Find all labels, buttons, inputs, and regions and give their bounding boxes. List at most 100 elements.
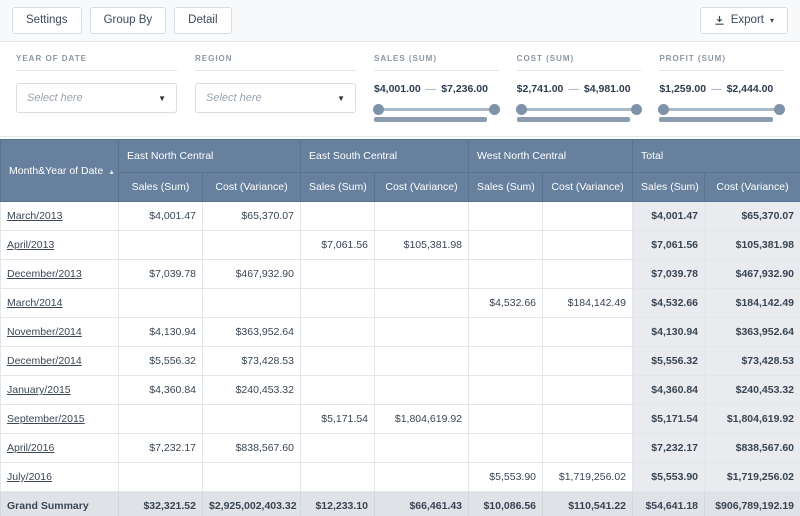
value-cell: $467,932.90	[202, 259, 301, 289]
filter-sales-range: SALES (SUM) $4,001.00 — $7,236.00	[373, 54, 500, 122]
chevron-down-icon: ▼	[158, 93, 166, 103]
row-dimension-header[interactable]: Month&Year of Date ▲	[0, 139, 119, 202]
filter-profit-range: PROFIT (SUM) $1,259.00 — $2,444.00	[658, 54, 786, 122]
chevron-down-icon: ▾	[769, 15, 774, 25]
value-cell: $5,171.54	[300, 404, 375, 434]
slider-handle-max[interactable]	[488, 104, 500, 115]
column-header-cost[interactable]: Cost (Variance)	[202, 172, 301, 202]
value-cell	[373, 259, 470, 289]
value-cell: $5,556.32	[632, 346, 706, 376]
row-label-link[interactable]: September/2015	[7, 413, 85, 425]
slider-handle-max[interactable]	[631, 104, 643, 115]
value-cell: $4,532.66	[632, 288, 706, 318]
toolbar-right: Export ▾	[699, 6, 788, 35]
toolbar: Settings Group By Detail Export ▾	[0, 0, 800, 42]
value-cell: $66,461.43	[373, 491, 470, 516]
pivot-body: March/2013 $4,001.47 $65,370.07 $4,001.47 $6…	[0, 201, 800, 516]
sort-ascending-icon[interactable]: ▲	[108, 168, 116, 176]
slider-range-bar[interactable]	[659, 117, 773, 122]
value-cell: $240,453.32	[202, 375, 301, 405]
settings-button[interactable]: Settings	[12, 6, 82, 35]
value-cell	[542, 317, 634, 347]
column-header-sales[interactable]: Sales (Sum)	[118, 172, 203, 202]
select-placeholder: Select here	[206, 92, 262, 104]
row-label-link[interactable]: March/2014	[7, 297, 63, 309]
row-label-cell: March/2013	[0, 201, 119, 231]
range-separator: —	[711, 83, 722, 95]
slider-rail[interactable]	[520, 108, 638, 111]
column-header-sales[interactable]: Sales (Sum)	[300, 172, 375, 202]
value-cell: $65,370.07	[202, 201, 301, 231]
value-cell	[202, 404, 301, 434]
row-dimension-label: Month&Year of Date	[9, 164, 104, 177]
range-values: $1,259.00 — $2,444.00	[659, 83, 784, 95]
value-cell: $1,804,619.92	[704, 404, 800, 434]
value-cell: $10,086.56	[468, 491, 544, 516]
year-of-date-select[interactable]: Select here ▼	[16, 83, 177, 113]
detail-button[interactable]: Detail	[174, 6, 232, 35]
filter-label: PROFIT (SUM)	[659, 54, 785, 71]
table-row: December/2014 $5,556.32 $73,428.53 $5,556.3…	[0, 346, 800, 376]
value-cell: $4,130.94	[632, 317, 706, 347]
filter-label: YEAR OF DATE	[16, 54, 177, 71]
row-label-cell: November/2014	[0, 317, 119, 347]
slider-rail[interactable]	[378, 108, 495, 111]
column-header-cost[interactable]: Cost (Variance)	[704, 172, 800, 202]
column-header-sales[interactable]: Sales (Sum)	[632, 172, 706, 202]
value-cell: $1,719,256.02	[542, 462, 634, 492]
row-label-link[interactable]: April/2013	[7, 239, 55, 251]
group-by-button[interactable]: Group By	[89, 6, 167, 35]
slider-handle-min[interactable]	[658, 104, 670, 115]
slider-range-bar[interactable]	[516, 117, 631, 122]
colgroup-west-north-central[interactable]: West North Central	[468, 139, 634, 173]
table-row: March/2013 $4,001.47 $65,370.07 $4,001.47 $6…	[0, 201, 800, 231]
value-cell: $12,233.10	[300, 491, 375, 516]
row-label-link[interactable]: December/2014	[7, 355, 82, 367]
region-select[interactable]: Select here ▼	[195, 83, 356, 113]
row-label-link[interactable]: March/2013	[7, 210, 63, 222]
row-label-cell: March/2014	[0, 288, 119, 318]
colgroup-east-south-central[interactable]: East South Central	[299, 139, 470, 173]
value-cell: $32,321.52	[118, 491, 203, 516]
value-cell: $73,428.53	[704, 346, 800, 376]
profit-range-slider[interactable]	[658, 104, 786, 122]
slider-handle-max[interactable]	[774, 104, 786, 115]
value-cell: $7,039.78	[632, 259, 706, 289]
grand-summary-row: Grand Summary $32,321.52 $2,925,002,403.32…	[0, 491, 800, 516]
value-cell: $4,360.84	[118, 375, 203, 405]
row-label-link[interactable]: April/2016	[7, 442, 55, 454]
slider-handle-min[interactable]	[373, 104, 384, 115]
range-separator: —	[568, 83, 579, 95]
row-label-link[interactable]: December/2013	[7, 268, 82, 280]
row-label-link[interactable]: July/2016	[7, 471, 52, 483]
row-label-cell: January/2015	[0, 375, 119, 405]
column-header-cost[interactable]: Cost (Variance)	[373, 172, 470, 202]
row-label-link[interactable]: January/2015	[7, 384, 71, 396]
value-cell	[373, 201, 470, 231]
value-cell	[468, 259, 544, 289]
colgroup-east-north-central[interactable]: East North Central	[118, 139, 301, 173]
table-row: November/2014 $4,130.94 $363,952.64 $4,130.…	[0, 317, 800, 347]
range-min-value: $4,001.00	[374, 83, 421, 95]
value-cell	[542, 404, 634, 434]
table-row: April/2013 $7,061.56 $105,381.98 $7,061.56 $…	[0, 230, 800, 260]
row-label-link[interactable]: November/2014	[7, 326, 82, 338]
slider-range-bar[interactable]	[374, 117, 488, 122]
colgroup-total[interactable]: Total	[632, 139, 800, 173]
value-cell: $2,925,002,403.32	[202, 491, 301, 516]
sales-range-slider[interactable]	[373, 104, 500, 122]
value-cell: $5,171.54	[632, 404, 706, 434]
value-cell	[468, 375, 544, 405]
value-cell: $240,453.32	[704, 375, 800, 405]
value-cell: $184,142.49	[704, 288, 800, 318]
export-button[interactable]: Export ▾	[699, 6, 788, 35]
value-cell	[373, 346, 470, 376]
row-label-cell: April/2013	[0, 230, 119, 260]
slider-rail[interactable]	[663, 108, 781, 111]
column-header-sales[interactable]: Sales (Sum)	[468, 172, 544, 202]
cost-range-slider[interactable]	[515, 104, 643, 122]
filter-label: SALES (SUM)	[374, 54, 499, 71]
slider-handle-min[interactable]	[515, 104, 527, 115]
value-cell	[373, 317, 470, 347]
column-header-cost[interactable]: Cost (Variance)	[542, 172, 634, 202]
